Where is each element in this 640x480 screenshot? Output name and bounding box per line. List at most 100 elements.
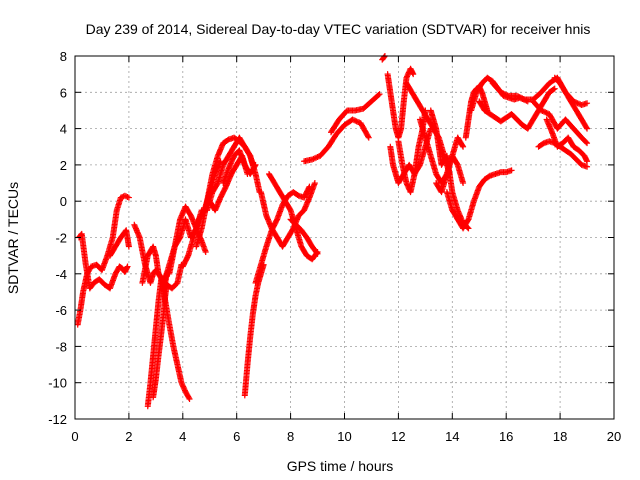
data-point-marker (119, 193, 126, 200)
data-point-marker (551, 85, 558, 92)
x-tick-label: 20 (607, 429, 621, 444)
data-point-marker (504, 92, 511, 99)
series-trace-28 (427, 107, 472, 232)
data-point-marker (538, 107, 545, 114)
series-trace-37 (535, 138, 591, 170)
data-point-marker (350, 117, 357, 124)
data-point-marker (125, 194, 132, 201)
data-point-marker (124, 263, 131, 270)
series-trace-20 (301, 116, 372, 165)
data-point-marker (460, 143, 467, 150)
data-point-marker (460, 180, 467, 187)
data-point-marker (410, 71, 417, 78)
data-point-marker (539, 108, 546, 115)
y-tick-label: -2 (55, 231, 67, 246)
data-point-marker (311, 180, 318, 187)
x-tick-label: 18 (553, 429, 567, 444)
data-point-marker (121, 192, 128, 199)
data-point-marker (584, 158, 591, 165)
data-point-marker (519, 95, 526, 102)
data-point-marker (375, 92, 382, 99)
data-point-marker (520, 95, 527, 102)
data-point-marker (313, 154, 320, 161)
x-tick-label: 14 (445, 429, 459, 444)
data-point-marker (574, 100, 581, 107)
series-trace-3 (107, 227, 132, 259)
data-point-marker (314, 154, 321, 161)
data-point-marker (123, 193, 130, 200)
series-trace-38 (551, 74, 591, 132)
x-tick-label: 16 (499, 429, 513, 444)
series-trace-29 (433, 152, 467, 196)
x-axis-title: GPS time / hours (287, 458, 394, 474)
x-tick-label: 4 (179, 429, 186, 444)
data-point-marker (583, 124, 590, 131)
data-point-marker (314, 250, 321, 257)
data-point-marker (365, 133, 372, 140)
data-point-marker (459, 142, 466, 149)
data-point-marker (376, 91, 383, 98)
y-tick-label: 6 (60, 85, 67, 100)
x-tick-label: 10 (337, 429, 351, 444)
data-point-marker (583, 139, 590, 146)
y-tick-label: -8 (55, 339, 67, 354)
series-trace-14 (220, 147, 259, 187)
data-point-marker (309, 156, 316, 163)
y-tick-label: 0 (60, 194, 67, 209)
data-point-marker (584, 163, 591, 170)
x-tick-label: 8 (287, 429, 294, 444)
y-tick-label: 2 (60, 158, 67, 173)
y-tick-label: 4 (60, 122, 67, 137)
data-point-marker (497, 89, 504, 96)
series-trace-35 (530, 98, 591, 147)
x-tick-label: 2 (125, 429, 132, 444)
data-point-marker (508, 167, 515, 174)
series-trace-9 (166, 203, 209, 277)
y-axis-title: SDTVAR / TECUs (5, 182, 21, 294)
data-point-marker (575, 100, 582, 107)
data-point-marker (503, 91, 510, 98)
data-points (74, 53, 591, 410)
data-point-marker (313, 249, 320, 256)
series-trace-30 (443, 167, 515, 232)
x-tick-label: 12 (391, 429, 405, 444)
x-tick-label: 0 (71, 429, 78, 444)
y-tick-label: -10 (48, 376, 67, 391)
y-tick-label: -12 (48, 412, 67, 427)
data-point-marker (186, 396, 193, 403)
data-point-marker (252, 161, 259, 168)
data-point-marker (349, 116, 356, 123)
data-point-marker (518, 94, 525, 101)
data-point-marker (352, 117, 359, 124)
data-point-marker (251, 163, 258, 170)
data-point-marker (365, 134, 372, 141)
data-point-marker (550, 86, 557, 93)
series-trace-8 (158, 274, 193, 403)
data-point-marker (124, 193, 131, 200)
data-point-marker (117, 194, 124, 201)
data-point-marker (500, 90, 507, 97)
data-point-marker (354, 118, 361, 125)
y-tick-label: 8 (60, 49, 67, 64)
data-point-marker (542, 109, 549, 116)
series-trace-7 (150, 281, 170, 401)
data-point-marker (125, 243, 132, 250)
data-point-marker (513, 92, 520, 99)
data-point-marker (310, 155, 317, 162)
data-point-marker (584, 140, 591, 147)
data-point-marker (515, 93, 522, 100)
data-point-marker (465, 225, 472, 232)
data-point-marker (381, 53, 388, 60)
data-point-marker (311, 155, 318, 162)
data-point-marker (584, 125, 591, 132)
data-point-marker (185, 394, 192, 401)
x-tick-label: 6 (233, 429, 240, 444)
data-point-marker (543, 109, 550, 116)
data-point-marker (501, 91, 508, 98)
data-point-marker (516, 94, 523, 101)
data-point-marker (202, 249, 209, 256)
data-point-marker (584, 100, 591, 107)
data-point-marker (540, 108, 547, 115)
